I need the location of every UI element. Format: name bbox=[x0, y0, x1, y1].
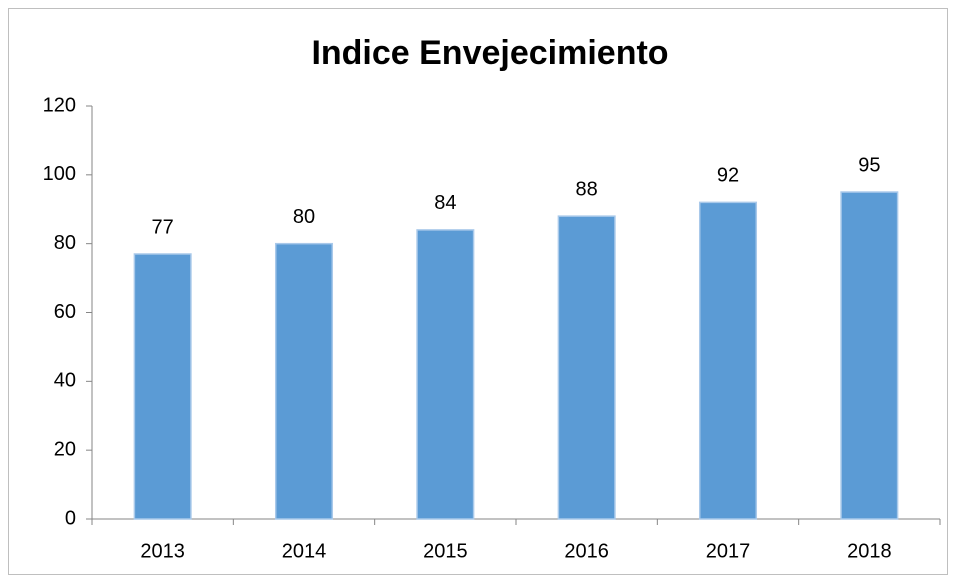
data-label: 88 bbox=[576, 178, 598, 200]
y-tick-label: 40 bbox=[54, 370, 76, 392]
y-tick-label: 120 bbox=[43, 94, 76, 116]
data-label: 77 bbox=[152, 216, 174, 238]
bar bbox=[274, 242, 334, 520]
x-tick-label: 2015 bbox=[423, 540, 468, 562]
x-tick-label: 2017 bbox=[706, 540, 751, 562]
y-tick-label: 0 bbox=[65, 507, 76, 529]
bar bbox=[133, 253, 192, 520]
bar bbox=[698, 201, 758, 520]
y-tick-label: 60 bbox=[54, 301, 76, 323]
x-tick-label: 2018 bbox=[847, 540, 892, 562]
chart-title: Indice Envejecimiento bbox=[311, 34, 668, 72]
y-tick-label: 80 bbox=[54, 232, 76, 254]
bar bbox=[840, 191, 899, 520]
y-tick-label: 100 bbox=[43, 163, 76, 185]
x-tick-label: 2013 bbox=[140, 540, 185, 562]
x-tick-label: 2016 bbox=[564, 540, 609, 562]
data-label: 92 bbox=[717, 165, 739, 187]
data-label: 80 bbox=[293, 206, 315, 228]
x-tick-label: 2014 bbox=[282, 540, 327, 562]
y-tick-label: 20 bbox=[54, 438, 76, 460]
bar bbox=[416, 229, 475, 520]
bar bbox=[557, 215, 616, 520]
data-label: 84 bbox=[434, 192, 456, 214]
data-label: 95 bbox=[858, 154, 880, 176]
